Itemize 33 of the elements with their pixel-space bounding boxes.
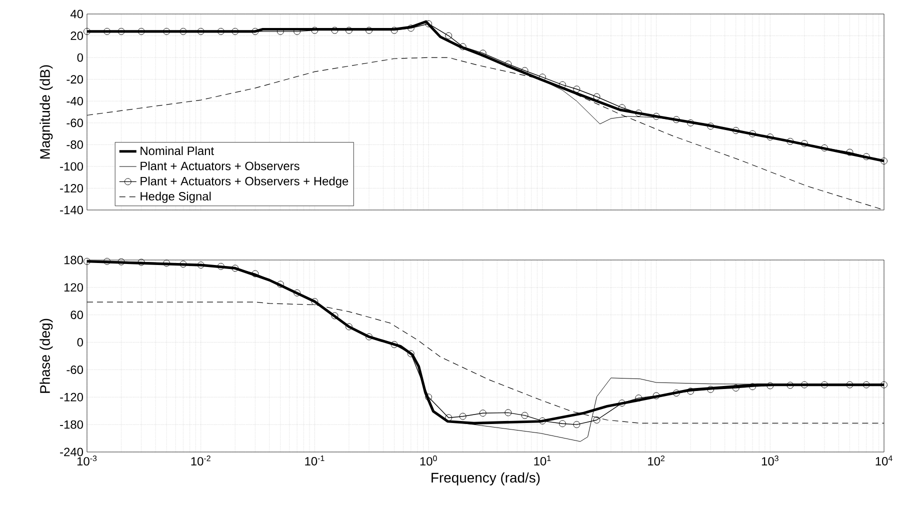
- y-tick-label: -40: [66, 96, 84, 106]
- y-tick-label: -60: [66, 118, 84, 128]
- y-tick-label: 20: [70, 32, 84, 40]
- y-tick-label: 120: [64, 283, 84, 292]
- y-tick-label: -20: [66, 75, 84, 84]
- x-tick-label: 10$^{3}$: [762, 456, 778, 466]
- x-tick-label: 10$^{-1}$: [305, 456, 324, 466]
- y-tick-label: 0: [77, 53, 84, 62]
- y-tick-label: -240: [60, 448, 84, 456]
- x-tick-label: 10$^{2}$: [648, 456, 665, 466]
- legend-label: Hedge Signal: [140, 192, 211, 203]
- y-tick-label: 0: [77, 338, 84, 347]
- x-axis-title: Frequency (rad/s): [432, 472, 540, 486]
- y-tick-label: -100: [60, 162, 84, 171]
- x-tick-label: 10$^{-3}$: [77, 456, 97, 466]
- y-tick-label: -180: [60, 420, 84, 429]
- legend-label: Plant + Actuators + Observers: [140, 161, 300, 170]
- y-axis-title: Phase (deg): [40, 318, 53, 393]
- y-tick-label: -60: [66, 365, 84, 374]
- y-tick-label: 60: [70, 310, 84, 320]
- y-tick-label: 180: [64, 256, 84, 264]
- y-tick-label: -120: [60, 392, 84, 402]
- x-tick-label: 10$^{-2}$: [191, 456, 210, 466]
- x-tick-label: 10$^{4}$: [876, 456, 892, 466]
- y-tick-label: -120: [60, 184, 84, 192]
- x-tick-label: 10$^{1}$: [534, 456, 551, 466]
- y-tick-label: -80: [66, 140, 84, 149]
- y-tick-label: -140: [60, 206, 84, 214]
- y-axis-title: Magnitude (dB): [40, 65, 53, 159]
- y-tick-label: 40: [70, 10, 84, 18]
- legend-label: Nominal Plant: [140, 146, 214, 156]
- x-tick-label: 10$^{0}$: [420, 456, 437, 466]
- legend-label: Plant + Actuators + Observers + Hedge: [140, 176, 348, 188]
